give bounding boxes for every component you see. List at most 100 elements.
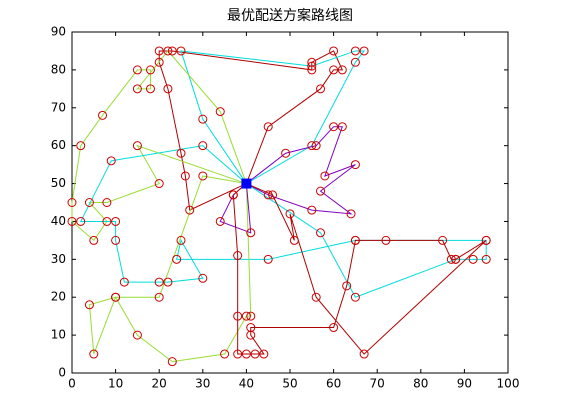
chart-title: 最优配送方案路线图 [227,7,353,24]
x-tick-label: 30 [195,377,210,391]
customer-point [98,110,108,120]
customer-point [111,292,121,302]
customer-point [481,254,491,264]
route-line [246,126,356,215]
x-tick-label: 40 [239,377,254,391]
customer-point [198,171,208,181]
y-tick-label: 10 [51,328,66,342]
customer-point [307,141,317,151]
customer-point [215,216,225,226]
customer-point [154,277,164,287]
customer-point [176,235,186,245]
customer-point [84,198,94,207]
customer-point [451,254,461,264]
customer-point [132,65,142,75]
customer-point [468,254,478,264]
x-tick-label: 0 [68,377,76,391]
customer-point [337,122,347,132]
x-tick-label: 60 [326,377,341,391]
customer-point [176,148,186,158]
customer-point [198,273,208,283]
customer-point [132,84,142,94]
customer-point [176,46,186,56]
customer-point [102,216,112,226]
customer-point [233,311,243,321]
customer-point [145,84,155,94]
customer-point [233,349,243,359]
customer-point [446,254,456,264]
customer-point [346,209,356,219]
route-line [232,183,487,355]
customer-point [359,46,369,56]
customer-point [106,156,116,166]
customer-point [320,171,330,181]
x-tick-label: 20 [152,377,167,391]
customer-point [329,46,339,56]
customer-point [307,205,317,215]
customer-point [163,84,173,94]
x-tick-label: 90 [457,377,472,391]
x-tick-label: 10 [108,377,123,391]
customer-point [316,228,326,238]
customer-point [342,281,352,291]
customer-point [263,190,273,200]
customer-point [233,251,243,261]
customer-point [132,141,142,151]
x-tick-label: 50 [282,377,297,391]
route-line [79,145,487,298]
customer-point [145,65,155,75]
x-tick-label: 80 [413,377,428,391]
customer-point [198,114,208,124]
customer-point [163,277,173,287]
customer-point [241,311,251,321]
customer-point [350,57,360,67]
y-tick-label: 90 [51,25,66,39]
customer-point [246,311,256,321]
customer-point [329,122,339,132]
y-tick-label: 30 [51,252,66,266]
customer-point [163,46,173,56]
y-tick-label: 40 [51,214,66,228]
x-tick-label: 70 [370,377,385,391]
customer-point [84,300,94,310]
customer-point [76,216,86,226]
customer-point [167,46,177,56]
y-tick-label: 60 [51,138,66,152]
customer-point [307,61,317,71]
y-tick-label: 20 [51,290,66,304]
customer-point [111,235,121,245]
customer-point [350,160,360,170]
customer-point [228,190,238,200]
customer-point [76,141,86,151]
customer-point [111,216,121,226]
customer-point [185,205,195,215]
customer-point [438,235,448,245]
x-tick-label: 100 [497,377,520,391]
customer-point [89,235,99,245]
customer-point [329,65,339,75]
customer-point [337,65,347,75]
customer-point [67,198,77,207]
customer-point [154,46,164,56]
customer-point [220,349,230,359]
customer-point [89,349,99,359]
customer-point [215,107,225,117]
customer-point [119,277,129,287]
customer-point [263,254,273,264]
customer-point [167,357,177,367]
customer-point [359,349,369,359]
customer-point [154,57,164,67]
route-line [180,50,366,184]
customer-point [263,122,273,132]
customer-point [154,179,164,189]
customer-point [102,198,112,207]
customer-point [316,84,326,94]
customer-point [268,190,278,200]
customer-point [180,171,190,181]
customer-point [481,235,491,245]
customer-point [246,323,256,333]
customer-point [259,349,269,359]
customer-point [316,186,326,196]
customer-point [132,330,142,340]
